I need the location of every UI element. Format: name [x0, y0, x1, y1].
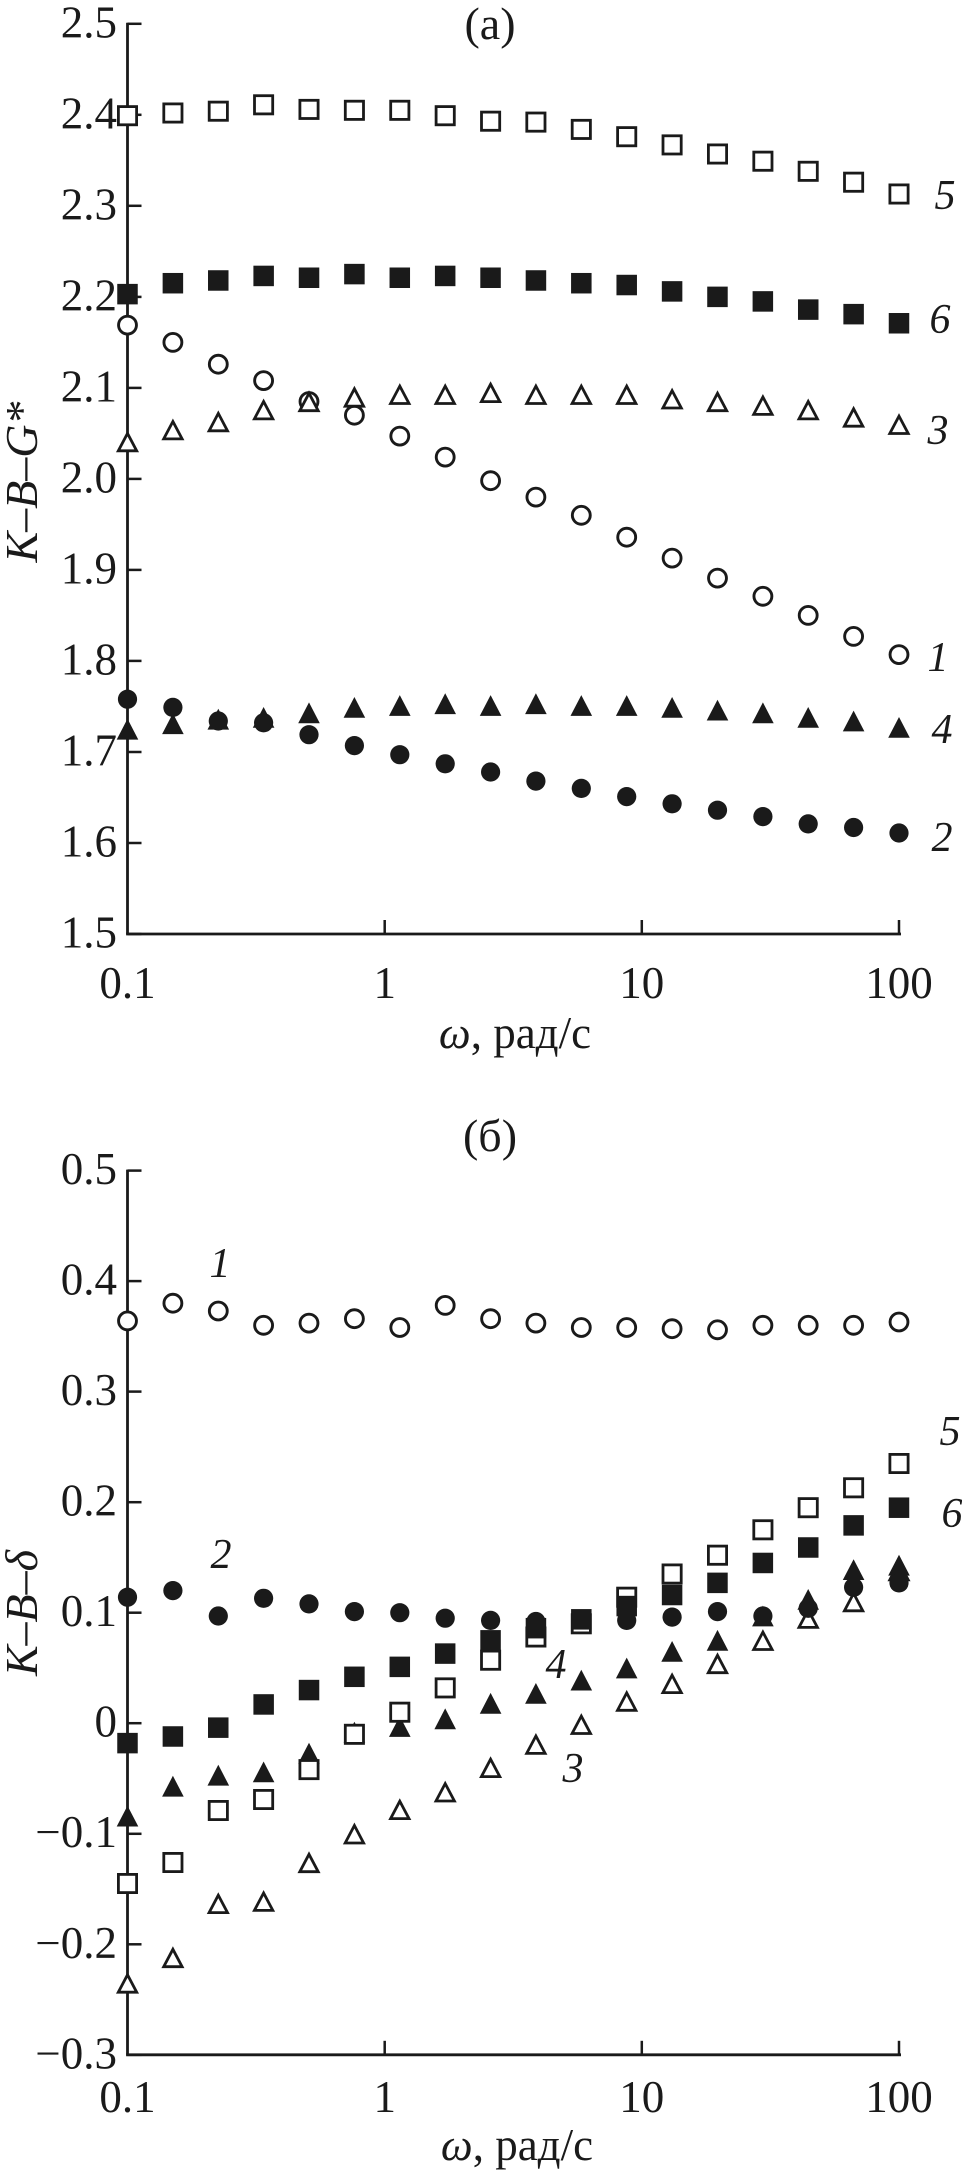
svg-text:ω, рад/с: ω, рад/с — [441, 2120, 593, 2170]
svg-text:1: 1 — [373, 2072, 396, 2122]
svg-text:ω, рад/с: ω, рад/с — [439, 1008, 591, 1058]
svg-text:2.4: 2.4 — [61, 88, 117, 138]
svg-text:К–В–δ: К–В–δ — [0, 1549, 47, 1677]
svg-text:10: 10 — [619, 958, 664, 1008]
svg-text:1.9: 1.9 — [61, 543, 117, 593]
svg-text:0.3: 0.3 — [61, 1365, 117, 1415]
svg-text:0.5: 0.5 — [61, 1144, 117, 1194]
svg-text:2.0: 2.0 — [61, 452, 117, 502]
svg-text:2: 2 — [211, 1532, 232, 1578]
svg-text:1: 1 — [210, 1241, 231, 1287]
svg-text:(б): (б) — [463, 1110, 517, 1161]
svg-text:100: 100 — [865, 2072, 933, 2122]
svg-text:100: 100 — [865, 958, 933, 1008]
svg-text:2: 2 — [932, 815, 953, 861]
svg-text:2.5: 2.5 — [61, 0, 117, 47]
svg-text:1.8: 1.8 — [61, 634, 117, 684]
svg-text:1: 1 — [373, 958, 396, 1008]
svg-text:1.7: 1.7 — [61, 726, 117, 776]
svg-text:2.2: 2.2 — [61, 270, 117, 320]
svg-text:1.6: 1.6 — [61, 817, 117, 867]
svg-text:3: 3 — [927, 408, 949, 454]
svg-text:(а): (а) — [464, 0, 515, 49]
svg-text:0.1: 0.1 — [99, 958, 155, 1008]
svg-text:1.5: 1.5 — [61, 908, 117, 958]
svg-text:0.4: 0.4 — [61, 1255, 117, 1305]
svg-text:К–В–G*: К–В–G* — [0, 402, 47, 564]
svg-text:6: 6 — [942, 1491, 962, 1537]
svg-text:3: 3 — [562, 1746, 584, 1792]
svg-text:0: 0 — [95, 1697, 118, 1747]
svg-text:4: 4 — [932, 707, 953, 753]
svg-text:4: 4 — [546, 1642, 567, 1688]
svg-text:10: 10 — [619, 2072, 664, 2122]
svg-text:0.1: 0.1 — [61, 1586, 117, 1636]
svg-text:2.3: 2.3 — [61, 179, 117, 229]
svg-text:2.1: 2.1 — [61, 361, 117, 411]
svg-text:5: 5 — [940, 1409, 961, 1455]
svg-text:−0.3: −0.3 — [35, 2028, 117, 2078]
svg-text:5: 5 — [935, 173, 956, 219]
svg-text:0.1: 0.1 — [99, 2072, 155, 2122]
svg-text:1: 1 — [928, 635, 949, 681]
svg-text:−0.2: −0.2 — [35, 1918, 117, 1968]
svg-text:6: 6 — [930, 297, 951, 343]
svg-text:−0.1: −0.1 — [35, 1807, 117, 1857]
svg-text:0.2: 0.2 — [61, 1476, 117, 1526]
